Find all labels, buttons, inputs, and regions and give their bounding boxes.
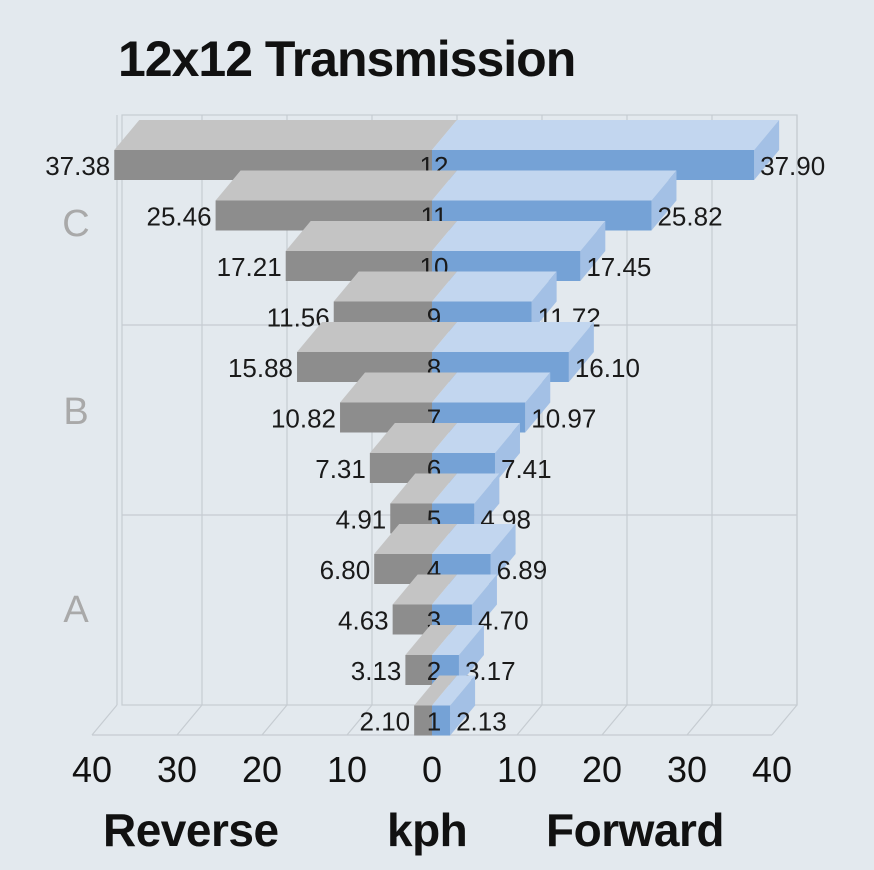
- bar-reverse-top: [414, 675, 457, 706]
- range-label-b: B: [63, 391, 88, 433]
- bar-reverse-top: [405, 625, 457, 655]
- x-tick-label: 30: [667, 749, 707, 790]
- bar-reverse-top: [333, 271, 457, 302]
- range-label-c: C: [62, 203, 89, 245]
- bar-forward: [432, 705, 451, 736]
- bar-forward-side: [490, 524, 516, 584]
- bar-forward-side: [471, 574, 497, 635]
- data-label-forward: 7.41: [501, 454, 552, 484]
- gear-label: 1: [427, 707, 441, 737]
- bar-reverse-top: [390, 473, 457, 504]
- bar-forward-side: [651, 170, 677, 231]
- data-label-forward: 2.13: [456, 707, 507, 737]
- data-label-reverse: 6.80: [320, 555, 371, 585]
- bar-reverse-top: [340, 372, 457, 403]
- bar-forward-top: [432, 524, 516, 554]
- bar-forward-side: [754, 120, 780, 180]
- bar-forward-side: [525, 372, 551, 433]
- bar-forward-top: [432, 372, 551, 403]
- data-label-reverse: 7.31: [315, 454, 366, 484]
- chart-title: 12x12 Transmission: [118, 31, 576, 87]
- bar-forward-top: [432, 675, 476, 706]
- grid-floor-line: [686, 704, 713, 736]
- data-label-forward: 17.45: [586, 252, 651, 282]
- data-label-forward: 16.10: [575, 353, 640, 383]
- x-tick-label: 20: [242, 749, 282, 790]
- data-label-reverse: 2.10: [360, 707, 411, 737]
- bar-forward-side: [494, 423, 520, 483]
- bar-reverse-top: [297, 322, 457, 352]
- bar-forward-top: [432, 120, 780, 150]
- x-tick-label: 40: [72, 749, 112, 790]
- data-label-forward: 25.82: [657, 202, 722, 232]
- x-tick-label: 30: [157, 749, 197, 790]
- data-label-reverse: 17.21: [217, 252, 282, 282]
- bar-forward-top: [432, 473, 500, 504]
- bar-forward-side: [568, 322, 594, 382]
- bar-forward-top: [432, 423, 520, 453]
- data-label-reverse: 37.38: [45, 151, 110, 181]
- bar-reverse-top: [114, 120, 458, 150]
- bar-forward-top: [432, 322, 594, 352]
- bar-forward-top: [432, 170, 677, 201]
- data-label-reverse: 4.63: [338, 606, 389, 636]
- forward-label: Forward: [546, 804, 724, 856]
- bar-forward-side: [450, 675, 476, 736]
- x-tick-label: 0: [422, 749, 442, 790]
- data-label-forward: 4.70: [478, 606, 529, 636]
- data-label-reverse: 25.46: [147, 202, 212, 232]
- grid-floor-line: [516, 704, 543, 736]
- bar-reverse-top: [392, 574, 457, 605]
- x-tick-label: 40: [752, 749, 792, 790]
- grid-floor-line: [601, 704, 628, 736]
- grid-floor-line: [176, 704, 203, 736]
- range-label-a: A: [63, 589, 89, 631]
- bar-forward-top: [432, 625, 484, 655]
- grid-floor-line: [91, 704, 118, 736]
- data-label-forward: 37.90: [760, 151, 825, 181]
- bar-reverse-top: [374, 524, 457, 554]
- data-label-reverse: 15.88: [228, 353, 293, 383]
- bar-reverse: [392, 604, 432, 635]
- unit-label: kph: [387, 804, 468, 856]
- x-tick-label: 10: [497, 749, 537, 790]
- bar-reverse-top: [285, 221, 457, 251]
- data-label-forward: 6.89: [497, 555, 548, 585]
- bar-forward-top: [432, 271, 557, 302]
- bar-forward-top: [432, 221, 606, 251]
- bar-forward-side: [580, 221, 606, 281]
- bar-reverse-top: [369, 423, 457, 453]
- bar-forward-side: [458, 625, 484, 685]
- x-tick-label: 10: [327, 749, 367, 790]
- bar-reverse: [414, 705, 432, 736]
- bar-forward-top: [432, 574, 497, 605]
- bar-forward-side: [474, 473, 500, 534]
- bar-reverse: [405, 655, 432, 685]
- data-label-reverse: 4.91: [336, 505, 387, 535]
- x-tick-label: 20: [582, 749, 622, 790]
- grid-floor-line: [771, 704, 798, 736]
- bar-forward-side: [531, 271, 557, 332]
- grid-floor-line: [346, 704, 373, 736]
- bar-reverse-top: [215, 170, 457, 201]
- data-label-reverse: 10.82: [271, 404, 336, 434]
- grid-floor-line: [261, 704, 288, 736]
- data-label-forward: 10.97: [531, 404, 596, 434]
- data-label-reverse: 3.13: [351, 656, 402, 686]
- reverse-label: Reverse: [103, 804, 279, 856]
